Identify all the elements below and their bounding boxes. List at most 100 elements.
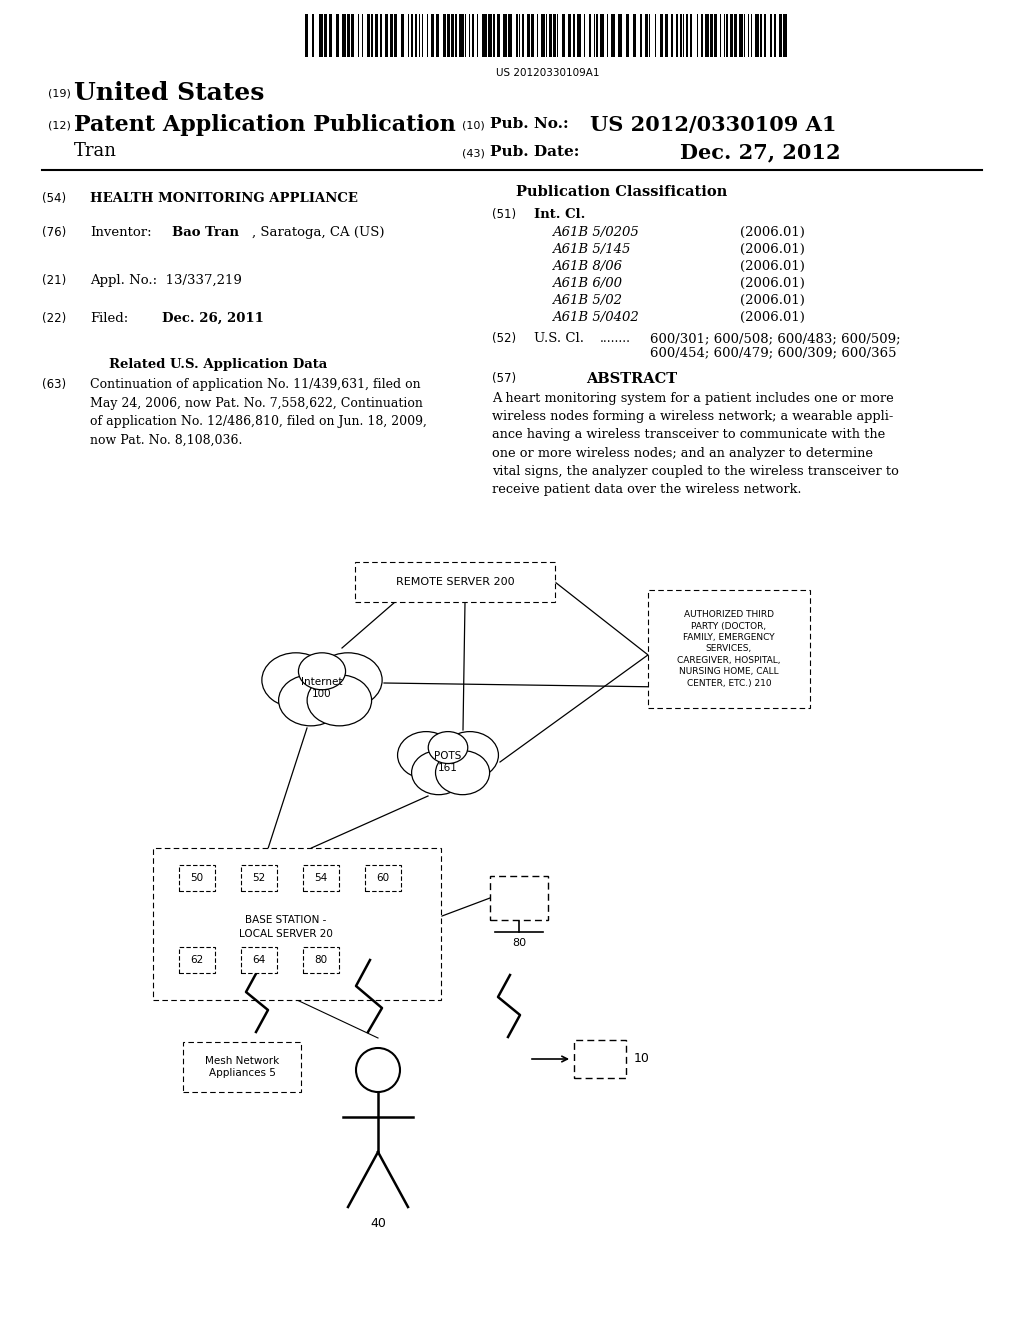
Bar <box>482 15 486 57</box>
Ellipse shape <box>262 653 330 708</box>
Bar <box>590 15 591 57</box>
Ellipse shape <box>314 653 382 708</box>
Text: 600/301; 600/508; 600/483; 600/509;: 600/301; 600/508; 600/483; 600/509; <box>650 333 901 345</box>
Bar <box>330 15 332 57</box>
Bar <box>654 15 656 57</box>
Bar <box>730 15 733 57</box>
Bar <box>408 15 410 57</box>
Bar <box>494 15 495 57</box>
Bar <box>594 15 595 57</box>
Text: 60: 60 <box>377 873 389 883</box>
Ellipse shape <box>279 675 343 726</box>
Text: POTS
161: POTS 161 <box>434 751 462 772</box>
Text: 62: 62 <box>190 954 204 965</box>
Text: HEALTH MONITORING APPLIANCE: HEALTH MONITORING APPLIANCE <box>90 191 357 205</box>
Bar <box>415 15 418 57</box>
Text: Continuation of application No. 11/439,631, filed on
May 24, 2006, now Pat. No. : Continuation of application No. 11/439,6… <box>90 378 427 446</box>
Bar <box>498 15 500 57</box>
Bar <box>385 15 388 57</box>
Text: A61B 5/0205: A61B 5/0205 <box>552 226 639 239</box>
Bar <box>596 15 598 57</box>
Text: U.S. Cl.: U.S. Cl. <box>534 333 584 345</box>
Bar <box>411 15 414 57</box>
Text: (2006.01): (2006.01) <box>740 294 805 308</box>
Text: A heart monitoring system for a patient includes one or more
wireless nodes form: A heart monitoring system for a patient … <box>492 392 899 496</box>
Text: Related U.S. Application Data: Related U.S. Application Data <box>109 358 327 371</box>
Ellipse shape <box>412 751 466 795</box>
Bar <box>342 15 346 57</box>
Bar <box>714 15 717 57</box>
Bar <box>153 847 441 1001</box>
Bar <box>516 15 518 57</box>
Text: (54): (54) <box>42 191 67 205</box>
Bar <box>546 15 548 57</box>
Bar <box>527 15 529 57</box>
Text: 80: 80 <box>314 954 328 965</box>
Bar <box>531 15 534 57</box>
Bar <box>617 15 622 57</box>
Bar <box>724 15 725 57</box>
Bar <box>705 15 709 57</box>
Text: , Saratoga, CA (US): , Saratoga, CA (US) <box>252 226 384 239</box>
Text: (12): (12) <box>48 120 71 129</box>
Ellipse shape <box>441 731 499 779</box>
Bar <box>648 590 810 708</box>
Text: 50: 50 <box>190 873 204 883</box>
Text: (2006.01): (2006.01) <box>740 260 805 273</box>
Text: 52: 52 <box>252 873 265 883</box>
Text: (19): (19) <box>48 88 71 99</box>
Text: 64: 64 <box>252 954 265 965</box>
Bar <box>380 15 382 57</box>
Text: 80: 80 <box>512 939 526 948</box>
Text: Inventor:: Inventor: <box>90 226 152 239</box>
Bar <box>357 15 359 57</box>
Bar <box>456 15 457 57</box>
Ellipse shape <box>397 731 455 779</box>
Text: (2006.01): (2006.01) <box>740 312 805 323</box>
Bar <box>241 865 278 891</box>
Bar <box>666 15 668 57</box>
Bar <box>541 15 545 57</box>
Bar <box>447 15 450 57</box>
Text: Patent Application Publication: Patent Application Publication <box>74 114 456 136</box>
Bar <box>748 15 750 57</box>
Text: A61B 5/02: A61B 5/02 <box>552 294 622 308</box>
Text: (63): (63) <box>42 378 67 391</box>
Text: AUTHORIZED THIRD
PARTY (DOCTOR,
FAMILY, EMERGENCY
SERVICES,
CAREGIVER, HOSPITAL,: AUTHORIZED THIRD PARTY (DOCTOR, FAMILY, … <box>677 610 780 688</box>
Ellipse shape <box>298 653 345 690</box>
Ellipse shape <box>413 737 483 788</box>
Bar <box>573 15 574 57</box>
Text: ........: ........ <box>600 333 631 345</box>
Bar <box>751 15 752 57</box>
Ellipse shape <box>280 659 365 718</box>
Bar <box>487 15 492 57</box>
Bar <box>427 15 428 57</box>
Bar <box>419 15 420 57</box>
Bar <box>760 15 762 57</box>
Bar <box>553 15 556 57</box>
Bar <box>472 15 474 57</box>
Text: BASE STATION -
LOCAL SERVER 20: BASE STATION - LOCAL SERVER 20 <box>239 916 333 939</box>
Text: 40: 40 <box>370 1217 386 1230</box>
Text: (43): (43) <box>462 148 485 158</box>
Text: (52): (52) <box>492 333 516 345</box>
Text: (76): (76) <box>42 226 67 239</box>
Bar <box>549 15 552 57</box>
Bar <box>562 15 565 57</box>
Bar <box>303 946 339 973</box>
Text: Appl. No.:  13/337,219: Appl. No.: 13/337,219 <box>90 275 242 286</box>
Text: 54: 54 <box>314 873 328 883</box>
Bar <box>305 15 307 57</box>
Text: US 2012/0330109 A1: US 2012/0330109 A1 <box>590 115 837 135</box>
Bar <box>764 15 766 57</box>
Bar <box>611 15 615 57</box>
Bar <box>783 15 787 57</box>
Bar <box>683 15 684 57</box>
Bar <box>394 15 397 57</box>
Bar <box>755 15 759 57</box>
Text: (22): (22) <box>42 312 67 325</box>
Bar <box>465 15 466 57</box>
Text: (10): (10) <box>462 120 484 129</box>
Ellipse shape <box>307 675 372 726</box>
Bar <box>436 15 439 57</box>
